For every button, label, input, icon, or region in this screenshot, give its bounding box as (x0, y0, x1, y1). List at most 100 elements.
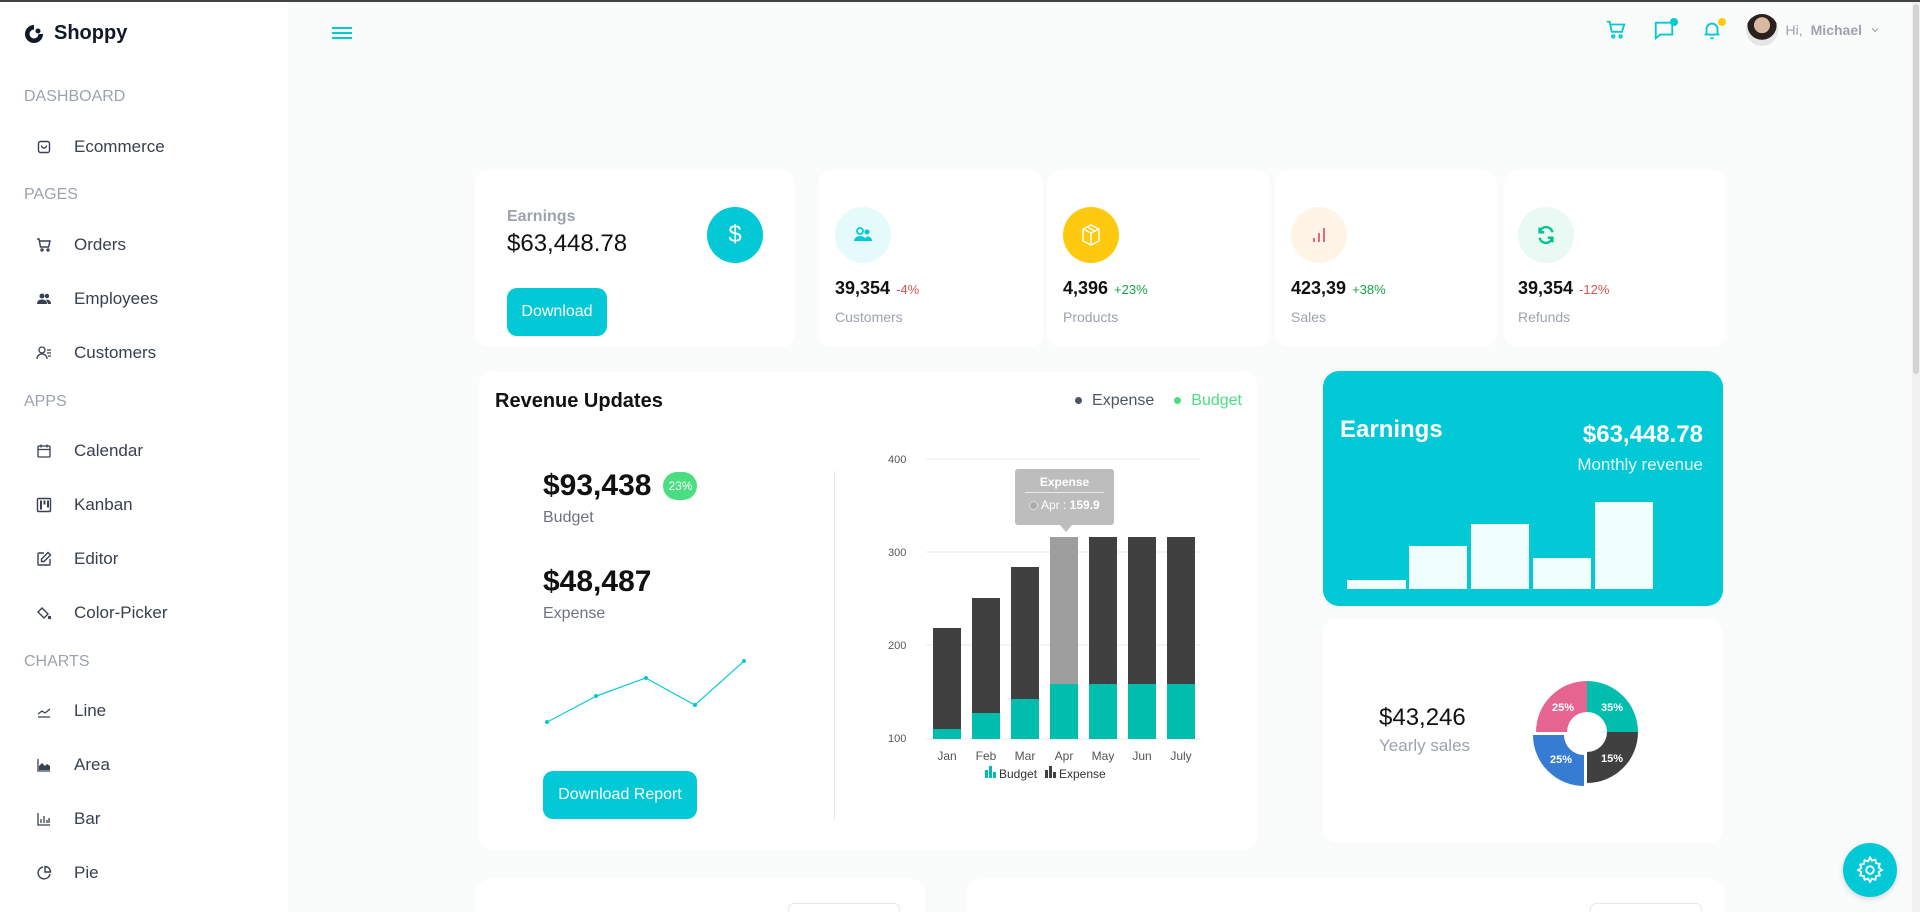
sidebar-item-label: Editor (74, 549, 119, 568)
svg-text:35%: 35% (1601, 702, 1623, 714)
tooltip-marker-icon (1029, 501, 1039, 510)
calendar-icon (37, 444, 51, 458)
sparkline-chart (545, 659, 746, 724)
user-profile-menu[interactable]: Hi, Michael (1745, 14, 1880, 46)
settings-button[interactable] (1843, 843, 1897, 897)
scrollbar-thumb[interactable] (1913, 4, 1919, 374)
sidebar-item-label: Kanban (74, 495, 133, 514)
sidebar-item-pie[interactable]: Pie (24, 853, 274, 893)
tooltip-title: Expense (1039, 475, 1090, 489)
bar-chart-icon (1313, 228, 1325, 242)
stat-value: 423,39 (1291, 278, 1347, 298)
box-icon (1082, 224, 1100, 246)
svg-text:Feb: Feb (976, 749, 997, 763)
sidebar: Shoppy DASHBOARD Ecommerce PAGES Orders … (0, 2, 288, 912)
sidebar-item-editor[interactable]: Editor (24, 539, 274, 579)
stat-value: 39,354 (835, 278, 891, 298)
budget-label: Budget (543, 509, 594, 526)
avatar (1745, 14, 1778, 46)
sidebar-item-ecommerce[interactable]: Ecommerce (24, 127, 274, 167)
cart-icon (1606, 20, 1626, 39)
cart-button[interactable] (1602, 16, 1630, 44)
stat-percentage: +38% (1352, 282, 1386, 297)
svg-text:July: July (1170, 749, 1191, 763)
revenue-stacked-bar-chart[interactable]: 400 300 200 100 Jan Feb Mar Apr May Jun July Budg… (888, 452, 1218, 782)
notification-icon (1704, 22, 1719, 40)
svg-text:Budget: Budget (999, 767, 1038, 781)
dollar-button[interactable]: $ (707, 207, 763, 263)
monthly-earnings-subtitle: Monthly revenue (1577, 455, 1703, 474)
legend-label-expense: Expense (1092, 392, 1155, 409)
stat-title: Customers (835, 309, 903, 325)
tooltip-text: Apr : (1040, 498, 1070, 512)
expense-value: $48,487 (543, 565, 652, 598)
svg-text:25%: 25% (1550, 754, 1572, 766)
svg-text:200: 200 (888, 640, 906, 652)
download-button[interactable]: Download (507, 288, 607, 336)
products-icon-button[interactable] (1063, 207, 1119, 263)
stat-title: Sales (1291, 309, 1327, 325)
legend-expense[interactable]: Expense (1075, 392, 1154, 410)
earnings-card: Earnings $63,448.78 $ Download (475, 170, 795, 347)
sidebar-item-color-picker[interactable]: Color-Picker (24, 593, 274, 633)
sidebar-item-label: Pie (74, 863, 99, 882)
notification-button[interactable] (1698, 16, 1726, 44)
svg-text:Jan: Jan (937, 749, 956, 763)
editor-icon (37, 551, 52, 566)
sales-icon-button[interactable] (1291, 207, 1347, 263)
dropdown-left[interactable] (788, 903, 900, 912)
chat-badge-dot (1669, 18, 1678, 26)
shopping-bag-icon (37, 140, 51, 154)
user-name: Michael (1810, 22, 1862, 38)
menu-toggle-button[interactable] (332, 24, 352, 42)
chat-icon (1654, 21, 1673, 41)
customers-icon-button[interactable] (835, 207, 891, 263)
yearly-sales-label: Yearly sales (1379, 736, 1471, 755)
sidebar-item-area[interactable]: Area (24, 745, 274, 785)
sidebar-item-label: Color-Picker (74, 603, 168, 622)
sidebar-item-customers[interactable]: Customers (24, 333, 274, 373)
stat-value: 4,396 (1063, 278, 1109, 298)
svg-text:100: 100 (888, 733, 906, 745)
logo-icon (25, 24, 43, 43)
employees-icon (37, 293, 51, 304)
sidebar-item-orders[interactable]: Orders (24, 225, 274, 265)
sidebar-item-calendar[interactable]: Calendar (24, 431, 274, 471)
refunds-icon-button[interactable] (1518, 207, 1574, 263)
sidebar-item-bar[interactable]: Bar (24, 799, 274, 839)
page-scrollbar[interactable] (1912, 2, 1920, 912)
notification-badge-dot (1717, 18, 1726, 26)
sidebar-item-line[interactable]: Line (24, 691, 274, 731)
sidebar-item-kanban[interactable]: Kanban (24, 485, 274, 525)
yearly-sales-pie-chart[interactable]: 35% 15% 25% 25% (1532, 677, 1642, 787)
legend-budget[interactable]: Budget (1174, 392, 1242, 410)
stat-percentage: +23% (1114, 282, 1148, 297)
legend-label-budget: Budget (1191, 392, 1242, 409)
download-report-button[interactable]: Download Report (543, 771, 697, 819)
greeting-text: Hi, (1785, 22, 1803, 38)
budget-badge: 23% (663, 472, 698, 500)
dropdown-right[interactable] (1590, 903, 1702, 912)
kanban-icon (36, 497, 52, 513)
top-navbar: Hi, Michael (1602, 14, 1880, 46)
svg-text:May: May (1092, 749, 1115, 763)
monthly-earnings-card: Earnings $63,448.78 Monthly revenue (1323, 371, 1723, 606)
section-title-charts: CHARTS (24, 653, 90, 670)
customers-icon (36, 346, 51, 360)
stat-title: Products (1063, 309, 1119, 325)
sidebar-item-label: Area (74, 755, 110, 774)
monthly-revenue-bar-chart (1347, 502, 1653, 589)
stat-card-customers: 39,354 -4% Customers (818, 170, 1043, 347)
svg-text:Mar: Mar (1015, 749, 1036, 763)
bottom-card-left (476, 879, 925, 912)
app-logo[interactable]: Shoppy (24, 22, 127, 45)
stat-value: 39,354 (1518, 278, 1574, 298)
stat-percentage: -4% (896, 282, 920, 297)
svg-text:400: 400 (888, 454, 906, 466)
stat-card-products: 4,396 +23% Products (1047, 170, 1270, 347)
svg-text:25%: 25% (1552, 702, 1574, 714)
cart-icon (37, 238, 51, 252)
sidebar-item-employees[interactable]: Employees (24, 279, 274, 319)
stat-percentage: -12% (1579, 282, 1610, 297)
chat-button[interactable] (1650, 16, 1678, 44)
